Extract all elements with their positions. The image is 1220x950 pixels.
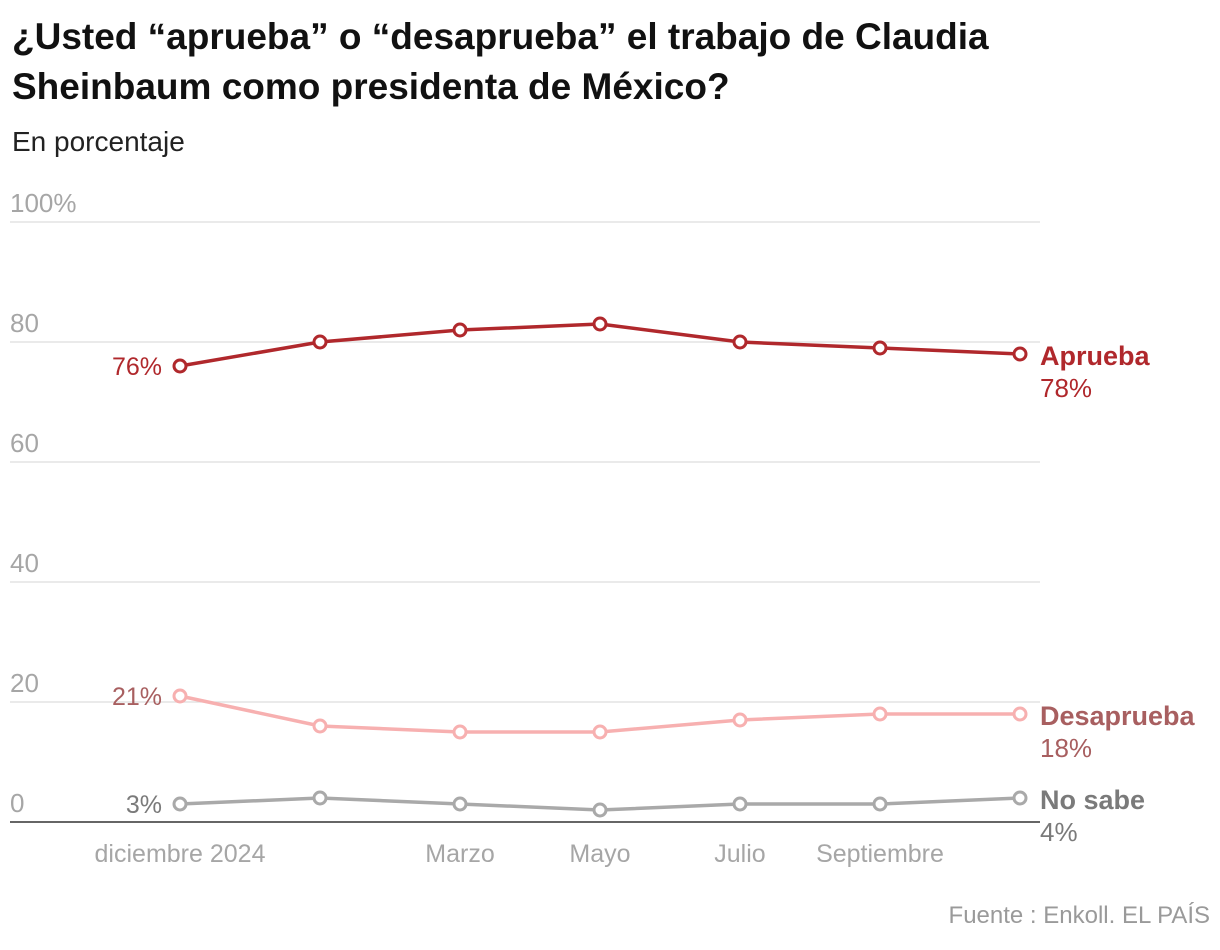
y-tick-label: 60 [10, 428, 39, 458]
start-value-label-desaprueba: 21% [112, 683, 162, 711]
data-point-nosabe [732, 796, 748, 812]
series-name-label-aprueba: Aprueba [1040, 341, 1151, 371]
series-name-label-desaprueba: Desaprueba [1040, 701, 1196, 731]
start-value-label-nosabe: 3% [126, 791, 162, 819]
data-point-aprueba [732, 334, 748, 350]
y-tick-label: 0 [10, 788, 24, 818]
data-point-desaprueba [1012, 706, 1028, 722]
data-point-aprueba [1012, 346, 1028, 362]
data-point-nosabe [1012, 790, 1028, 806]
data-point-aprueba [312, 334, 328, 350]
data-point-nosabe [312, 790, 328, 806]
data-point-desaprueba [732, 712, 748, 728]
data-point-aprueba [452, 322, 468, 338]
data-point-aprueba [172, 358, 188, 374]
start-value-label-aprueba: 76% [112, 353, 162, 381]
end-value-label-nosabe: 4% [1040, 817, 1078, 847]
data-point-aprueba [872, 340, 888, 356]
data-point-nosabe [172, 796, 188, 812]
y-tick-label: 80 [10, 308, 39, 338]
data-point-nosabe [452, 796, 468, 812]
x-axis: diciembre 2024 Marzo Mayo Julio Septiembre [95, 840, 944, 868]
gridlines: 0 20 40 60 80 100% [10, 188, 1040, 823]
y-tick-label: 20 [10, 668, 39, 698]
y-tick-label: 100% [10, 188, 77, 218]
end-value-label-aprueba: 78% [1040, 373, 1092, 403]
data-point-desaprueba [452, 724, 468, 740]
x-tick-label: Julio [714, 840, 765, 868]
end-value-label-desaprueba: 18% [1040, 733, 1092, 763]
data-point-desaprueba [592, 724, 608, 740]
series-lines [172, 316, 1028, 818]
data-point-nosabe [872, 796, 888, 812]
x-tick-label: diciembre 2024 [95, 840, 266, 868]
chart-subtitle: En porcentaje [12, 126, 185, 157]
x-tick-label: Marzo [425, 840, 494, 868]
chart-title: ¿Usted “aprueba” o “desaprueba” el traba… [12, 16, 989, 107]
series-name-label-nosabe: No sabe [1040, 785, 1145, 815]
data-point-aprueba [592, 316, 608, 332]
data-point-nosabe [592, 802, 608, 818]
data-point-desaprueba [172, 688, 188, 704]
x-tick-label: Mayo [569, 840, 630, 868]
x-tick-label: Septiembre [816, 840, 944, 868]
source-note: Fuente : Enkoll. EL PAÍS [948, 902, 1210, 929]
y-tick-label: 40 [10, 548, 39, 578]
data-point-desaprueba [312, 718, 328, 734]
data-point-desaprueba [872, 706, 888, 722]
